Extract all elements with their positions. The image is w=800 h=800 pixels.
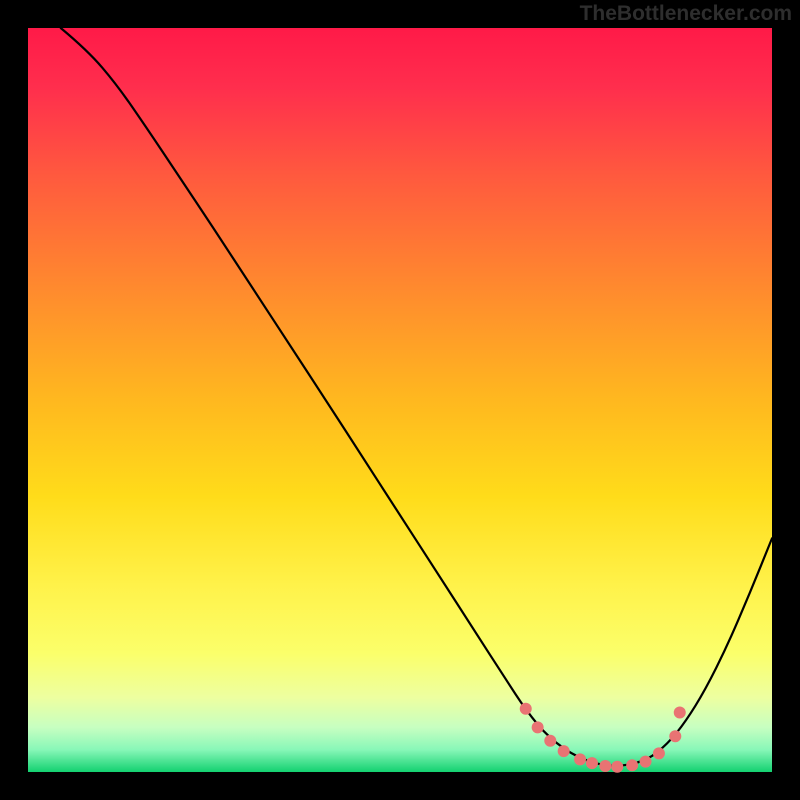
chart-plot-area — [28, 28, 772, 772]
chart-stage: TheBottlenecker.com — [0, 0, 800, 800]
